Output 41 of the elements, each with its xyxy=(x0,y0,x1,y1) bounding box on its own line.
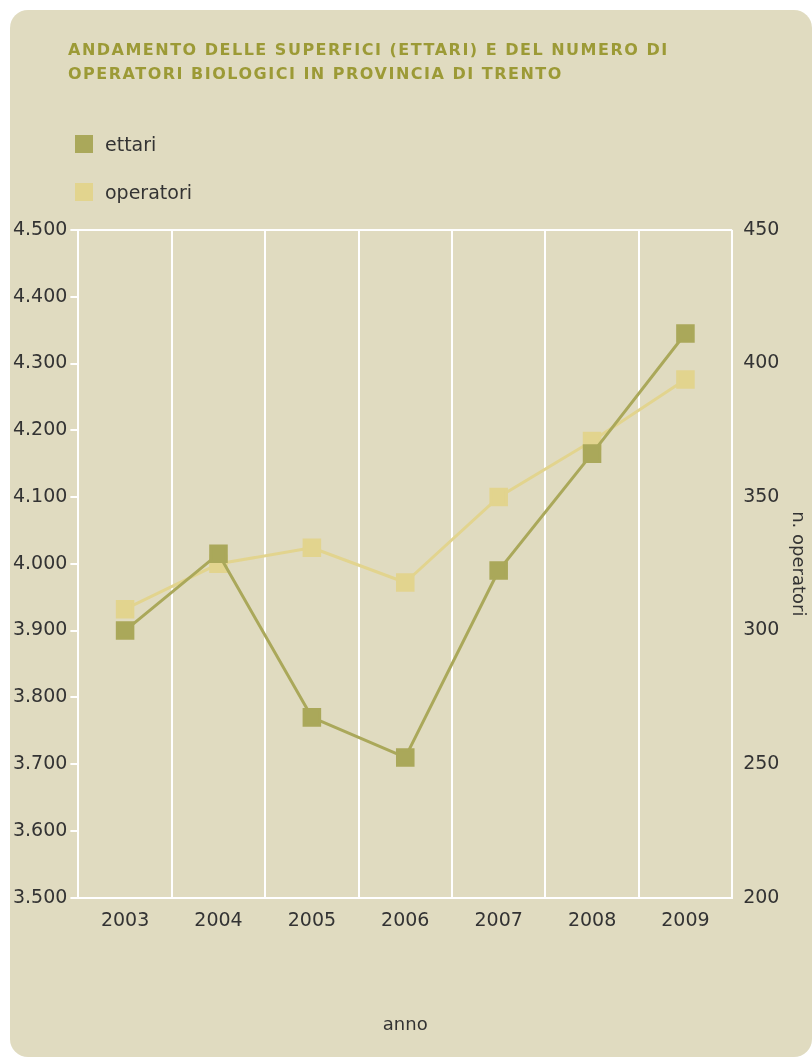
x-tick-label: 2006 xyxy=(381,907,430,930)
y-tick-label: 3.800 xyxy=(12,684,68,707)
x-tick-label: 2005 xyxy=(287,907,337,930)
x-tick-label: 2003 xyxy=(100,907,150,930)
y-tick-label: 3.600 xyxy=(12,817,68,840)
y-tick-label: 4.000 xyxy=(12,550,68,573)
y2-tick-label: 300 xyxy=(743,617,780,640)
point xyxy=(395,573,415,592)
point xyxy=(209,544,228,564)
y-tick-label: 4.300 xyxy=(12,350,68,373)
y-tick-label: 4.500 xyxy=(12,216,68,239)
point xyxy=(395,748,415,767)
x-tick-label: 2004 xyxy=(194,907,243,930)
point xyxy=(302,708,322,727)
point xyxy=(582,444,602,463)
legend-label: operatori xyxy=(105,181,192,203)
y2-tick-label: 450 xyxy=(743,216,780,239)
y2-tick-label: 350 xyxy=(743,483,780,506)
point xyxy=(115,621,135,640)
point xyxy=(115,599,135,619)
y-tick-label: 3.700 xyxy=(12,751,68,774)
y2-axis-title: n. operatori xyxy=(788,511,810,617)
point xyxy=(489,487,508,507)
point xyxy=(489,561,508,580)
x-tick-label: 2007 xyxy=(474,907,523,930)
point xyxy=(302,538,322,558)
y-tick-label: 3.900 xyxy=(12,617,68,640)
x-axis-title: anno xyxy=(382,1012,428,1034)
chart-title: ANDAMENTO DELLE SUPERFICI (ETTARI) E DEL NUMERO DI OPERATORI BIOLOGICI IN PROVINCIA DI TRENTO xyxy=(68,39,670,85)
x-tick-label: 2008 xyxy=(567,907,617,930)
y2-tick-label: 200 xyxy=(743,884,780,907)
y-tick-label: 4.100 xyxy=(12,483,68,506)
y-tick-label: 4.400 xyxy=(12,283,68,306)
y2-tick-label: 250 xyxy=(743,751,780,774)
y2-tick-label: 400 xyxy=(743,350,780,373)
y-tick-label: 4.200 xyxy=(12,417,68,440)
x-tick-label: 2009 xyxy=(661,907,710,930)
point xyxy=(676,324,695,343)
point xyxy=(676,370,695,389)
y-tick-label: 3.500 xyxy=(12,884,68,907)
legend-label: ettari xyxy=(105,133,157,155)
